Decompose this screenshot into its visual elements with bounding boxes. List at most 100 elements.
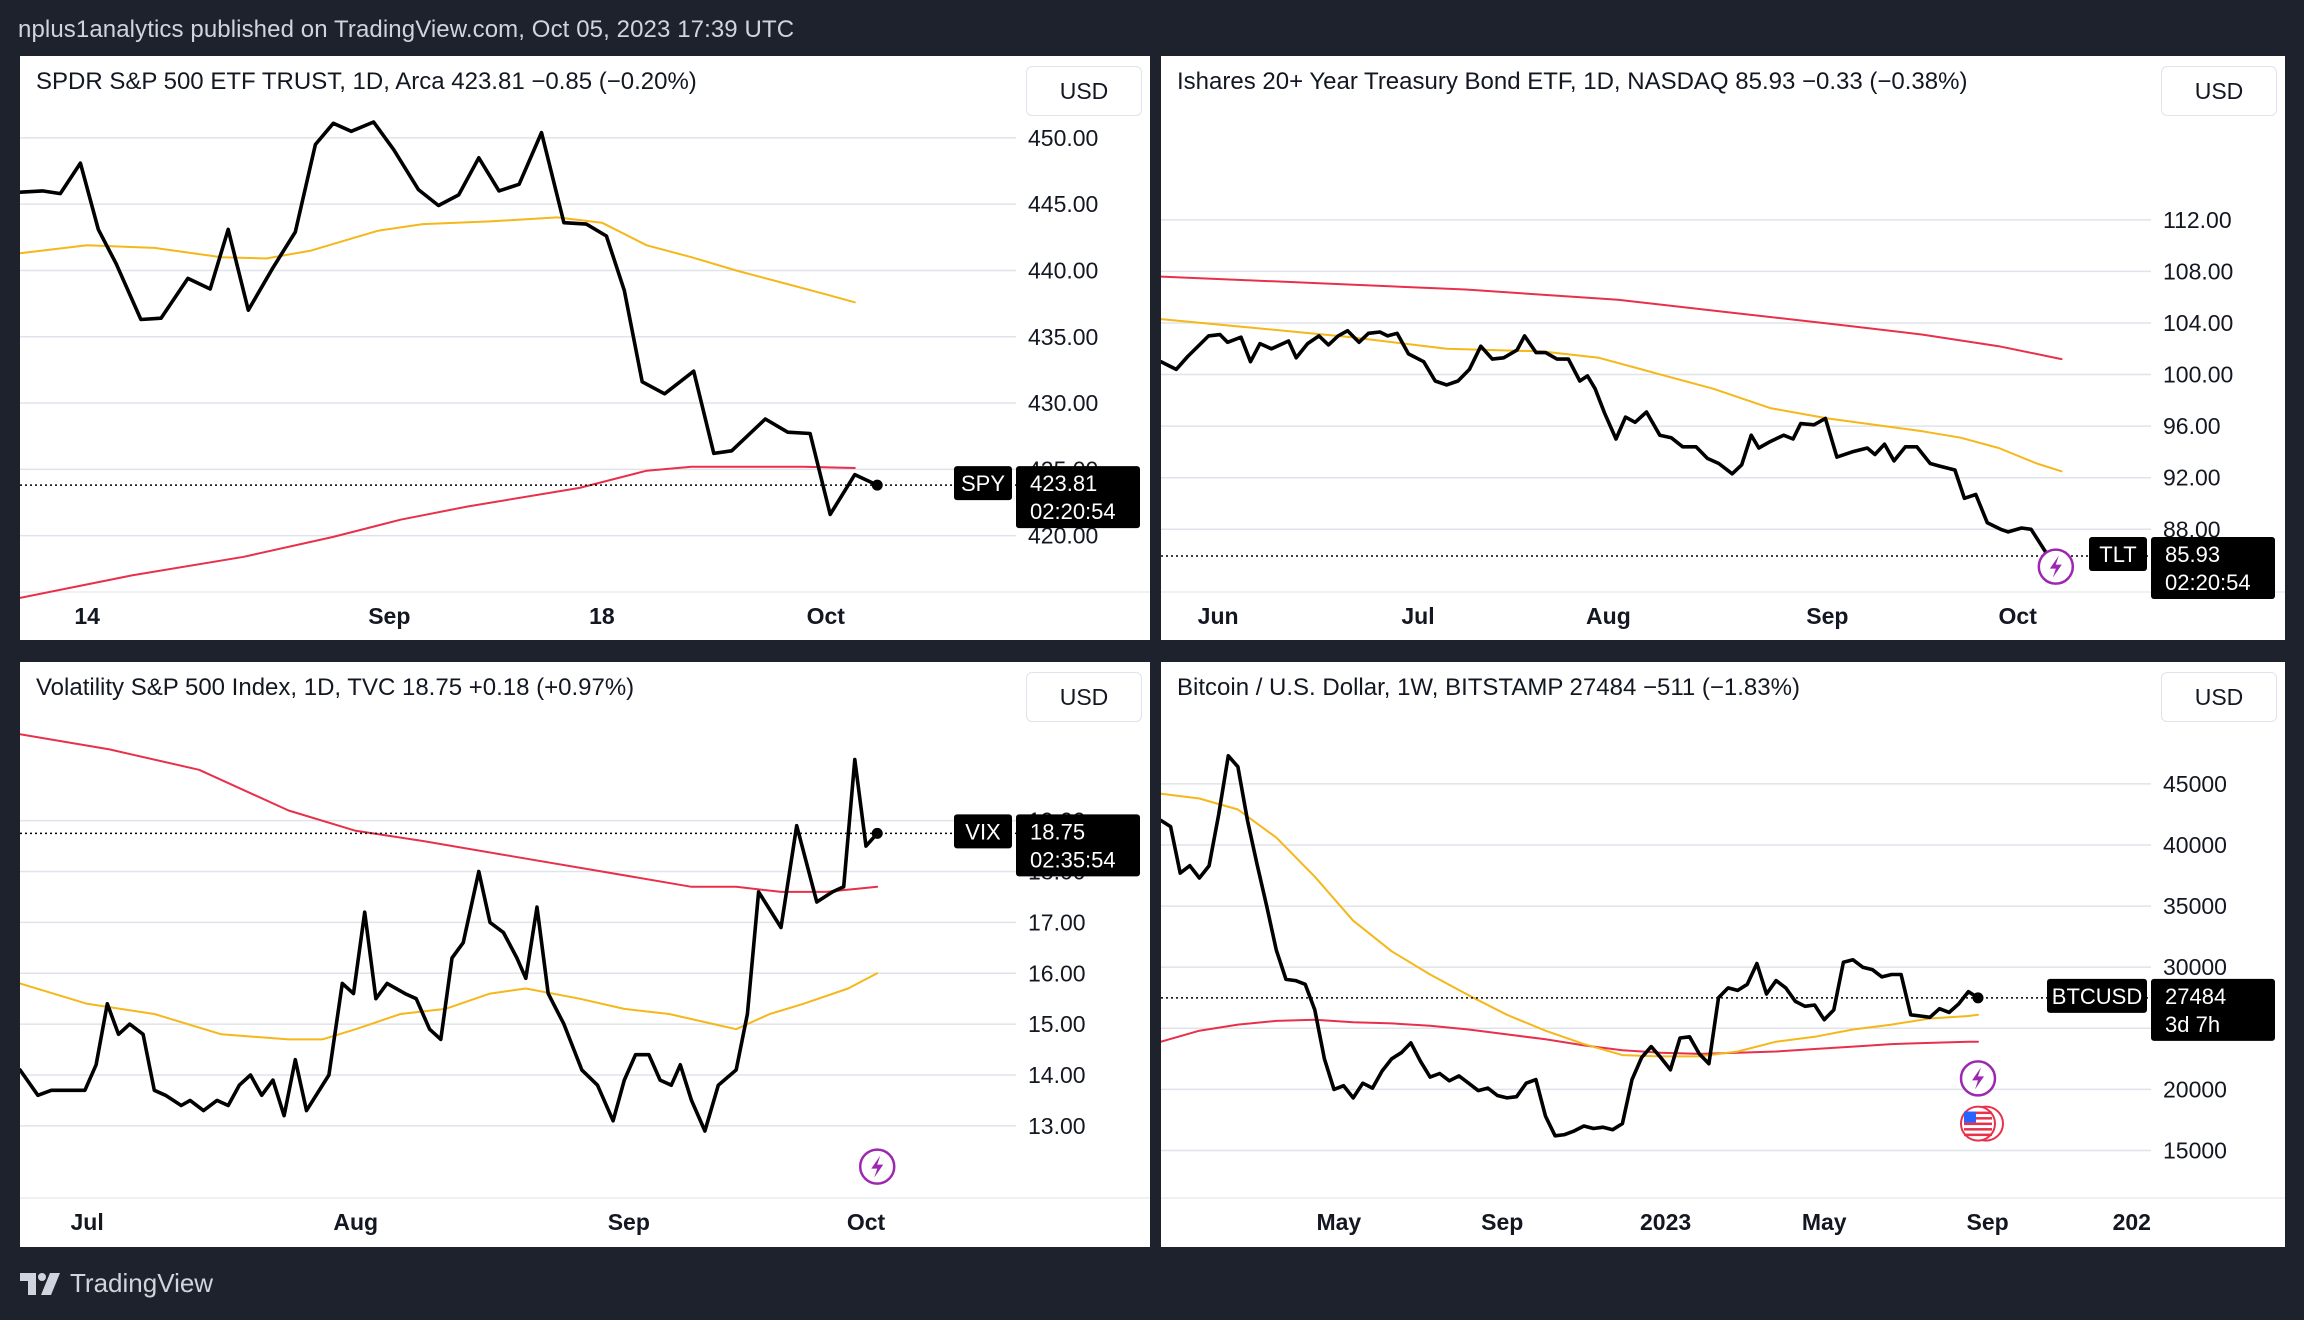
tlt-x-tick-label: Jun [1198,603,1239,629]
btc-chart-panel[interactable]: Bitcoin / U.S. Dollar, 1W, BITSTAMP 2748… [1161,662,2285,1247]
btc-us-flag-icon-stripe [1963,1133,1992,1137]
tlt-countdown: 02:20:54 [2165,570,2251,595]
vix-last-price-tag [1016,814,1140,877]
vix-y-tick-label: 13.00 [1028,1113,1086,1139]
vix-ma200-line [20,733,879,893]
btc-y-tick-label: 20000 [2163,1076,2227,1102]
btc-last-price-tag [2151,978,2275,1041]
spy-last-price-tag [1016,466,1140,529]
btc-currency-button[interactable]: USD [2161,672,2277,722]
spy-x-tick-label: 14 [74,603,100,629]
btc-x-tick-label: Sep [1481,1209,1523,1235]
vix-y-tick-label: 14.00 [1028,1062,1086,1088]
tlt-y-tick-label: 100.00 [2163,362,2233,388]
btc-symbol-label: BTCUSD [2052,984,2142,1009]
spy-chart-panel[interactable]: SPDR S&P 500 ETF TRUST, 1D, Arca 423.81 … [20,56,1150,640]
spy-ma50-line [20,216,856,304]
btc-countdown: 3d 7h [2165,1012,2220,1037]
spy-y-tick-label: 450.00 [1028,125,1098,151]
btc-price-line [1161,754,1980,1138]
spy-currency-button[interactable]: USD [1026,66,1142,116]
spy-countdown: 02:20:54 [1030,499,1116,524]
vix-x-tick-label: Oct [847,1209,886,1235]
vix-x-tick-label: Sep [608,1209,650,1235]
vix-y-tick-label: 17.00 [1028,909,1086,935]
vix-lightning-icon-bolt [871,1155,884,1178]
spy-y-tick-label: 435.00 [1028,324,1098,350]
btc-y-tick-label: 30000 [2163,954,2227,980]
tradingview-logo-icon [20,1272,60,1295]
btc-chart-svg: 45000400003500030000250002000015000MaySe… [1161,754,2285,1235]
btc-ma200-line [1161,1018,1979,1055]
footer-brand[interactable]: TradingView [20,1268,213,1299]
spy-y-tick-label: 440.00 [1028,257,1098,283]
tlt-last-price-tag [2151,536,2275,599]
btc-x-tick-label: 2023 [1640,1209,1691,1235]
vix-chart-svg: 19.0018.0017.0016.0015.0014.0013.00JulAu… [20,733,1150,1235]
tlt-symbol-label: TLT [2099,542,2136,567]
vix-countdown: 02:35:54 [1030,847,1116,872]
btc-x-tick-label: May [1316,1209,1361,1235]
tlt-x-tick-label: Sep [1806,603,1848,629]
spy-y-tick-label: 445.00 [1028,191,1098,217]
vix-y-tick-label: 16.00 [1028,960,1086,986]
tlt-y-tick-label: 92.00 [2163,465,2221,491]
spy-ma200-line [20,465,856,599]
tlt-y-tick-label: 108.00 [2163,258,2233,284]
tlt-lightning-icon [2037,548,2075,585]
vix-price-line [20,757,879,1133]
btc-x-tick-label: Sep [1967,1209,2009,1235]
tlt-x-tick-label: Jul [1401,603,1434,629]
tlt-currency-button[interactable]: USD [2161,66,2277,116]
tlt-ma200-line [1161,275,2063,361]
btc-y-tick-label: 45000 [2163,771,2227,797]
btc-us-flag-icon-stripe [1963,1122,1992,1126]
footer-brand-label: TradingView [70,1268,214,1298]
btc-us-flag-icon-stripe [1963,1111,1992,1115]
btc-last-price-dot [1972,992,1984,1004]
vix-last-price-dot [871,827,883,839]
spy-symbol-tag [954,466,1012,501]
btc-lightning-icon-bolt [1971,1067,1984,1090]
btc-chart-title: Bitcoin / U.S. Dollar, 1W, BITSTAMP 2748… [1177,674,1800,701]
vix-ma50-line [20,972,879,1041]
vix-chart-panel[interactable]: Volatility S&P 500 Index, 1D, TVC 18.75 … [20,662,1150,1247]
btc-us-flag-icon-stripe [1963,1117,1992,1120]
vix-x-tick-label: Jul [71,1209,104,1235]
btc-last-price-value: 27484 [2165,984,2226,1009]
spy-chart-title: SPDR S&P 500 ETF TRUST, 1D, Arca 423.81 … [36,68,697,95]
btc-y-tick-label: 15000 [2163,1137,2227,1163]
vix-currency-button[interactable]: USD [1026,672,1142,722]
btc-us-flag-icon-stripe [1963,1128,1992,1131]
tlt-chart-panel[interactable]: Ishares 20+ Year Treasury Bond ETF, 1D, … [1161,56,2285,640]
spy-last-price-value: 423.81 [1030,471,1097,496]
vix-y-tick-label: 15.00 [1028,1011,1086,1037]
spy-x-tick-label: 18 [589,603,615,629]
tlt-ma50-line [1161,318,2063,473]
btc-x-tick-label: 202 [2113,1209,2151,1235]
tlt-chart-title: Ishares 20+ Year Treasury Bond ETF, 1D, … [1177,68,1968,95]
tlt-price-line [1161,328,2050,558]
tlt-y-tick-label: 104.00 [2163,310,2233,336]
vix-x-tick-label: Aug [333,1209,378,1235]
vix-chart-title: Volatility S&P 500 Index, 1D, TVC 18.75 … [36,674,635,701]
spy-symbol-label: SPY [961,471,1005,496]
tlt-last-price-value: 85.93 [2165,542,2220,567]
btc-ma50-line [1161,792,1979,1058]
btc-symbol-tag [2047,978,2147,1013]
btc-us-flag-icon-canton [1963,1111,1976,1123]
tlt-chart-svg: 112.00108.00104.00100.0096.0092.0088.00J… [1161,207,2285,629]
tlt-x-tick-label: Oct [1999,603,2038,629]
vix-last-price-value: 18.75 [1030,819,1085,844]
tlt-y-tick-label: 96.00 [2163,413,2221,439]
spy-last-price-dot [871,479,883,491]
btc-x-tick-label: May [1802,1209,1847,1235]
spy-x-tick-label: Sep [368,603,410,629]
tlt-symbol-tag [2089,536,2147,571]
btc-us-flag-icon [1959,1105,2004,1142]
spy-y-tick-label: 430.00 [1028,390,1098,416]
btc-y-tick-label: 40000 [2163,832,2227,858]
btc-lightning-icon [1959,1060,1997,1097]
vix-lightning-icon [858,1148,896,1185]
vix-symbol-tag [954,814,1012,849]
